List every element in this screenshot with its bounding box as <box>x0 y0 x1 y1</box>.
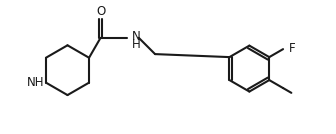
Text: O: O <box>96 5 105 18</box>
Text: NH: NH <box>27 76 44 89</box>
Text: F: F <box>289 42 295 55</box>
Text: N: N <box>131 30 140 43</box>
Text: H: H <box>131 38 140 51</box>
